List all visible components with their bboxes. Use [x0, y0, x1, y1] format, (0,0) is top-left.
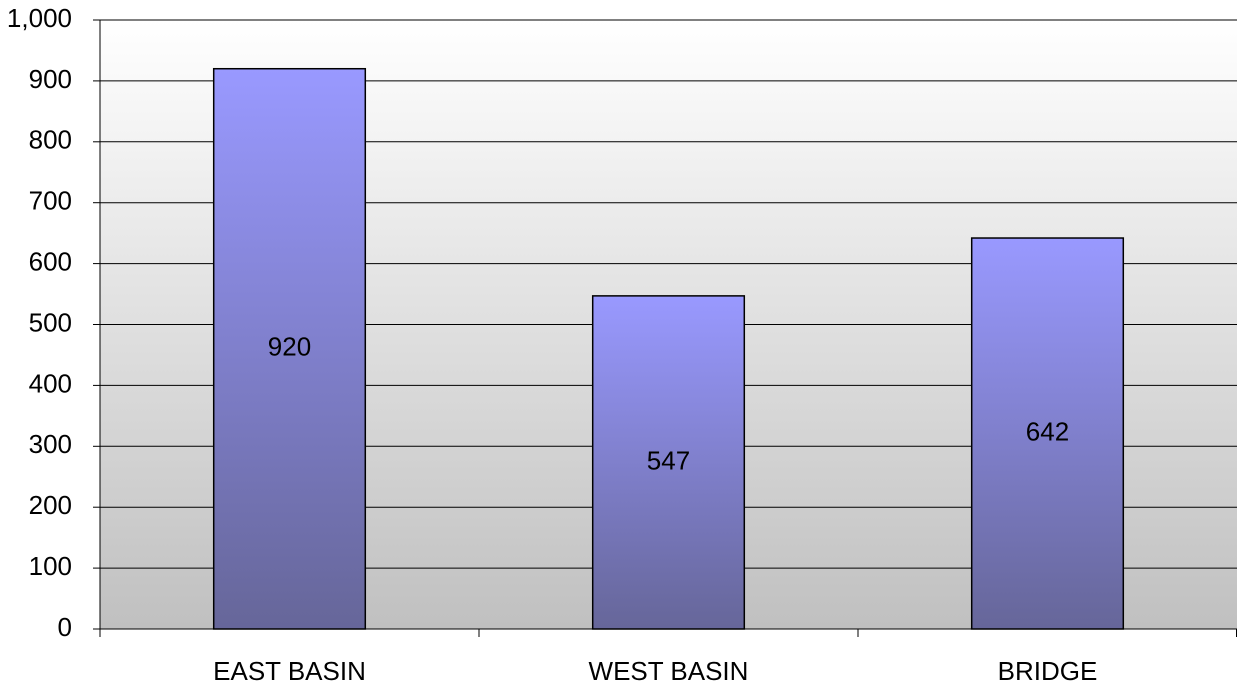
y-tick-label: 700: [29, 186, 72, 216]
y-tick-label: 800: [29, 125, 72, 155]
bar: [212, 67, 367, 630]
y-tick-label: 200: [29, 490, 72, 520]
y-tick-label: 1,000: [7, 3, 72, 33]
x-tick-label: EAST BASIN: [213, 656, 366, 686]
bar: [591, 295, 746, 630]
bar: [970, 237, 1125, 630]
y-tick-label: 600: [29, 246, 72, 276]
data-label: 642: [1026, 416, 1069, 446]
y-tick-label: 400: [29, 368, 72, 398]
y-tick-label: 100: [29, 551, 72, 581]
y-tick-label: 900: [29, 64, 72, 94]
data-label: 920: [268, 332, 311, 362]
y-tick-label: 300: [29, 429, 72, 459]
x-tick-label: WEST BASIN: [589, 656, 749, 686]
y-tick-label: 500: [29, 307, 72, 337]
data-label: 547: [647, 445, 690, 475]
x-tick-label: BRIDGE: [998, 656, 1098, 686]
y-tick-label: 0: [58, 612, 72, 642]
